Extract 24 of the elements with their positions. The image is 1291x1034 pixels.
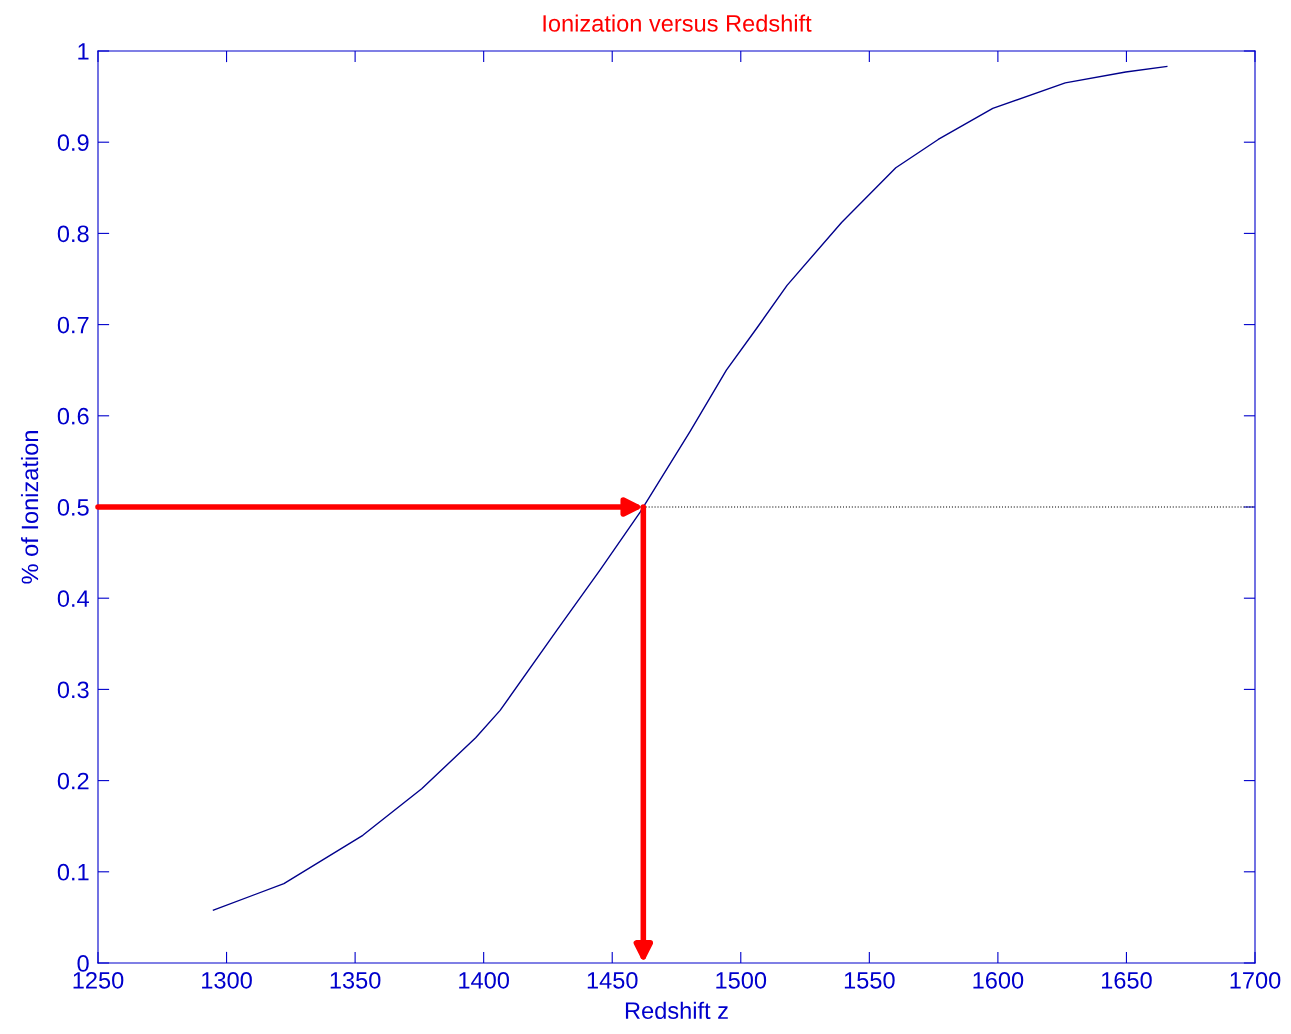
x-tick-label: 1700 [1230, 971, 1281, 989]
x-tick-label: 1600 [973, 971, 1024, 989]
x-tick-label: 1350 [330, 971, 381, 989]
x-tick-label: 1550 [844, 971, 895, 989]
x-tick-label: 1500 [716, 971, 767, 989]
chart-title: Ionization versus Redshift [543, 14, 812, 32]
y-tick-label: 0.9 [57, 134, 89, 151]
y-tick-label: 0.7 [57, 316, 89, 334]
x-tick-label: 1450 [587, 971, 638, 989]
y-tick-label: 0.5 [57, 499, 89, 516]
x-tick-label: 1300 [202, 971, 252, 989]
x-tick-label: 1650 [1101, 971, 1152, 989]
x-tick-label: 1250 [73, 971, 124, 989]
y-tick-label: 0.1 [57, 863, 89, 881]
y-tick-label: 0.2 [57, 772, 89, 790]
y-tick-label: 0 [77, 955, 89, 972]
y-tick-label: 0.3 [57, 681, 89, 699]
x-tick-label: 1400 [459, 971, 510, 989]
y-tick-label: 0.4 [57, 590, 89, 607]
y-tick-label: 0.8 [57, 225, 89, 243]
y-tick-label: 0.6 [57, 407, 89, 425]
y-axis-title: % of Ionization [20, 431, 39, 584]
x-axis-title: Redshift z [625, 1001, 728, 1020]
y-tick-label: 1 [78, 43, 89, 60]
